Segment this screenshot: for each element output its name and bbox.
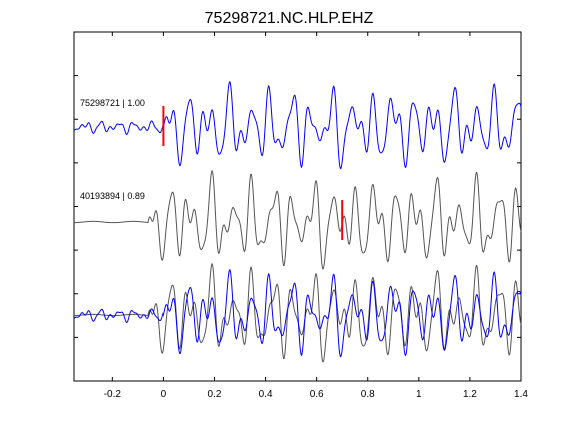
x-axis-ticks: -0.2 0 0.2 0.4 0.6 0.8 1 1.2 1.4 xyxy=(104,32,528,400)
x-tick-label: 0.8 xyxy=(361,389,375,400)
chart-title: 75298721.NC.HLP.EHZ xyxy=(205,10,374,27)
trace-label: 40193894 | 0.89 xyxy=(80,191,145,201)
overlay-trace-40193894 xyxy=(74,262,522,363)
trace-labels: 75298721 | 1.00 40193894 | 0.89 xyxy=(80,98,145,201)
plot-frame xyxy=(73,31,522,382)
x-tick-label: 1.2 xyxy=(463,389,477,400)
x-tick-label: 0.2 xyxy=(208,389,222,400)
trace-75298721 xyxy=(73,81,522,170)
x-tick-label: -0.2 xyxy=(104,389,122,400)
waveform-traces xyxy=(73,81,522,363)
overlay-trace-75298721 xyxy=(73,269,522,358)
x-tick-label: 0.4 xyxy=(259,389,273,400)
trace-40193894 xyxy=(74,169,522,270)
x-tick-label: 0 xyxy=(161,389,167,400)
x-tick-label: 0.6 xyxy=(310,389,324,400)
trace-label: 75298721 | 1.00 xyxy=(80,98,145,108)
x-tick-label: 1 xyxy=(416,389,422,400)
x-tick-label: 1.4 xyxy=(514,389,528,400)
